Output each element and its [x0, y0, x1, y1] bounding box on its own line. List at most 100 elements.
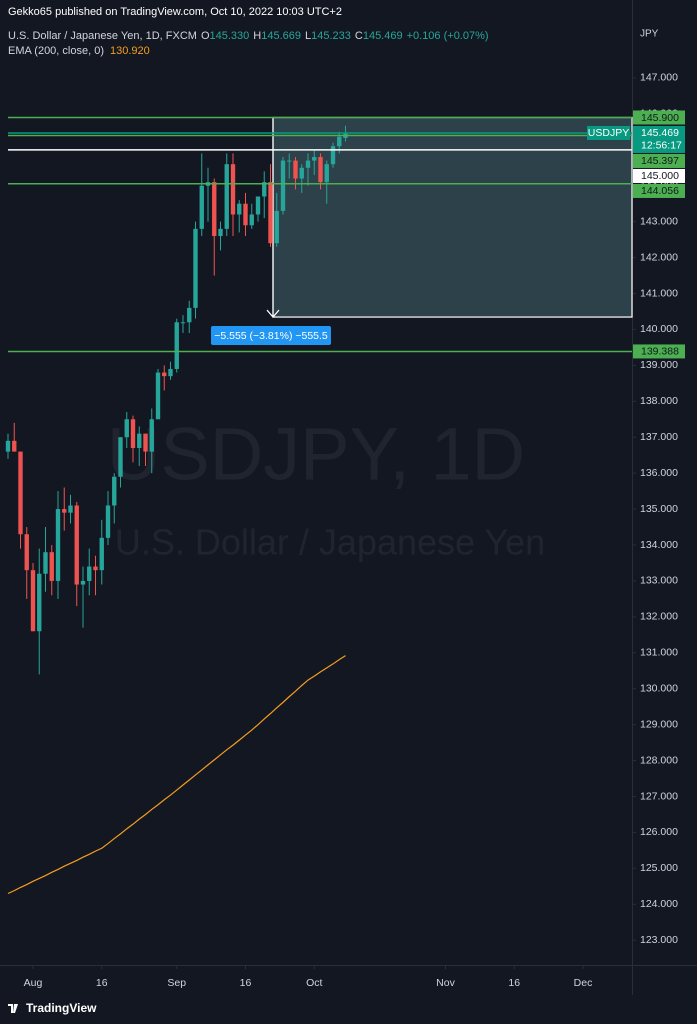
x-tick-label: 16 [240, 977, 252, 989]
candle-body [87, 566, 92, 581]
candle-body [324, 164, 329, 183]
candle-body [143, 433, 148, 452]
y-tick-label: 129.000 [640, 718, 678, 730]
price-label: 145.000 [641, 170, 679, 182]
y-tick-label: 132.000 [640, 611, 678, 623]
last-price-label: 145.469 [641, 127, 679, 139]
price-label-box [633, 110, 685, 125]
price-label: 144.056 [641, 185, 679, 197]
candle-body [105, 505, 111, 538]
candle-body [49, 552, 54, 581]
candle-body [43, 552, 48, 574]
y-tick-label: 128.000 [640, 754, 678, 766]
candle-body [149, 419, 154, 452]
candle-body [93, 566, 98, 571]
price-label: 145.397 [641, 155, 679, 167]
candle-body [155, 372, 161, 420]
price-label: 139.388 [641, 346, 679, 358]
ema-value: 130.920 [110, 45, 150, 57]
candle-body [55, 509, 61, 581]
x-tick-label: Sep [167, 977, 186, 989]
candle-body [293, 160, 298, 179]
candle-body [312, 157, 317, 161]
candle-body [124, 419, 129, 438]
ohlc-value: 145.233 [311, 30, 351, 42]
publisher: Gekko65 published on TradingView.com, Oc… [8, 6, 342, 18]
candle-body [112, 476, 117, 506]
candle-body [180, 322, 186, 324]
candle-body [318, 157, 323, 183]
candle-body [162, 372, 167, 377]
y-tick-label: 139.000 [640, 359, 678, 371]
ohlc-key: L [305, 30, 311, 42]
footer-brand: TradingView [26, 1001, 97, 1015]
candle-body [168, 368, 173, 377]
y-tick-label: 125.000 [640, 862, 678, 874]
y-tick-label: 138.000 [640, 395, 678, 407]
candle-body [255, 196, 261, 215]
y-tick-label: 131.000 [640, 647, 678, 659]
ema-name: EMA (200, close, 0) [8, 45, 104, 57]
measure-label: −5.555 (−3.81%) −555.5 [214, 330, 328, 342]
price-label: 145.900 [641, 112, 679, 124]
symbol-line: U.S. Dollar / Japanese Yen, 1D, FXCM [8, 30, 197, 42]
candle-body [330, 146, 336, 165]
x-tick-label: Oct [306, 977, 322, 989]
candle-body [249, 214, 254, 226]
last-price-box [633, 125, 685, 153]
y-tick-label: 141.000 [640, 287, 678, 299]
candle-body [218, 228, 223, 237]
candle-body [230, 164, 236, 215]
y-axis-title: JPY [640, 29, 659, 40]
y-tick-label: 123.000 [640, 934, 678, 946]
ohlc-value: 145.469 [363, 30, 403, 42]
candle-body [5, 440, 11, 452]
candle-body [174, 322, 179, 369]
candle-body [24, 534, 29, 571]
y-tick-label: 127.000 [640, 790, 678, 802]
candle-body [130, 419, 136, 449]
candle-body [62, 509, 67, 513]
candle-body [193, 228, 198, 308]
x-tick-label: 16 [96, 977, 108, 989]
candle-body [118, 437, 123, 477]
candle-body [199, 185, 204, 229]
candle-body [187, 307, 192, 323]
y-tick-label: 136.000 [640, 467, 678, 479]
watermark: USDJPY, 1D [107, 413, 525, 496]
y-tick-label: 147.000 [640, 72, 678, 84]
candle-body [262, 182, 267, 197]
symbol-label: USDJPY [588, 127, 629, 139]
candle-body [243, 203, 248, 226]
ohlc-value: 145.669 [261, 30, 301, 42]
candle-body [287, 160, 292, 162]
candle-body [337, 136, 342, 147]
candle-body [268, 182, 273, 244]
y-tick-label: 130.000 [640, 683, 678, 695]
measure-label-box [211, 326, 331, 346]
measure-range [272, 116, 633, 318]
brand-logo [8, 1004, 18, 1013]
candle-body [280, 160, 286, 211]
y-tick-label: 143.000 [640, 215, 678, 227]
x-tick-label: Dec [574, 977, 593, 989]
ohlc-key: C [355, 30, 363, 42]
ohlc-key: H [253, 30, 261, 42]
candle-body [18, 451, 23, 535]
candle-body [37, 573, 42, 632]
candle-body [299, 167, 304, 179]
y-tick-label: 135.000 [640, 503, 678, 515]
countdown: 12:56:17 [641, 140, 682, 152]
candle-body [224, 164, 229, 229]
y-tick-label: 124.000 [640, 898, 678, 910]
price-label-box [633, 344, 685, 359]
candle-body [237, 203, 242, 215]
measure-arrow [266, 117, 280, 318]
x-tick-label: 16 [508, 977, 520, 989]
candle-body [12, 440, 17, 452]
y-tick-label: 140.000 [640, 323, 678, 335]
candle-body [137, 433, 142, 449]
price-label-box [633, 153, 685, 168]
